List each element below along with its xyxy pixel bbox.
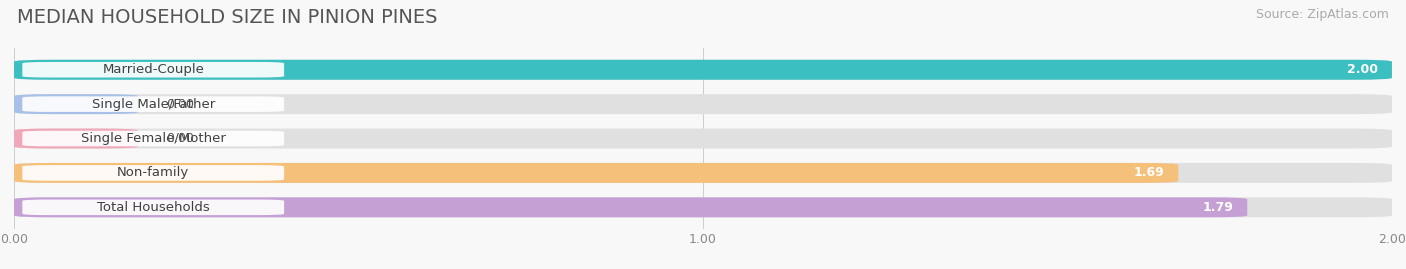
Text: Source: ZipAtlas.com: Source: ZipAtlas.com — [1256, 8, 1389, 21]
FancyBboxPatch shape — [14, 163, 1178, 183]
Text: 1.79: 1.79 — [1202, 201, 1233, 214]
Text: 2.00: 2.00 — [1347, 63, 1378, 76]
Text: 0.00: 0.00 — [166, 132, 194, 145]
Text: Single Male/Father: Single Male/Father — [91, 98, 215, 111]
Text: Married-Couple: Married-Couple — [103, 63, 204, 76]
FancyBboxPatch shape — [14, 129, 1392, 148]
FancyBboxPatch shape — [14, 94, 138, 114]
Text: Total Households: Total Households — [97, 201, 209, 214]
Text: 0.00: 0.00 — [166, 98, 194, 111]
FancyBboxPatch shape — [14, 60, 1392, 80]
FancyBboxPatch shape — [22, 62, 284, 77]
FancyBboxPatch shape — [22, 200, 284, 215]
Text: Single Female/Mother: Single Female/Mother — [80, 132, 226, 145]
FancyBboxPatch shape — [22, 165, 284, 181]
FancyBboxPatch shape — [22, 131, 284, 146]
FancyBboxPatch shape — [14, 94, 1392, 114]
FancyBboxPatch shape — [14, 60, 1392, 80]
FancyBboxPatch shape — [14, 197, 1247, 217]
FancyBboxPatch shape — [14, 163, 1392, 183]
FancyBboxPatch shape — [14, 129, 138, 148]
Text: 1.69: 1.69 — [1133, 167, 1164, 179]
FancyBboxPatch shape — [22, 96, 284, 112]
Text: MEDIAN HOUSEHOLD SIZE IN PINION PINES: MEDIAN HOUSEHOLD SIZE IN PINION PINES — [17, 8, 437, 27]
FancyBboxPatch shape — [14, 197, 1392, 217]
Text: Non-family: Non-family — [117, 167, 190, 179]
